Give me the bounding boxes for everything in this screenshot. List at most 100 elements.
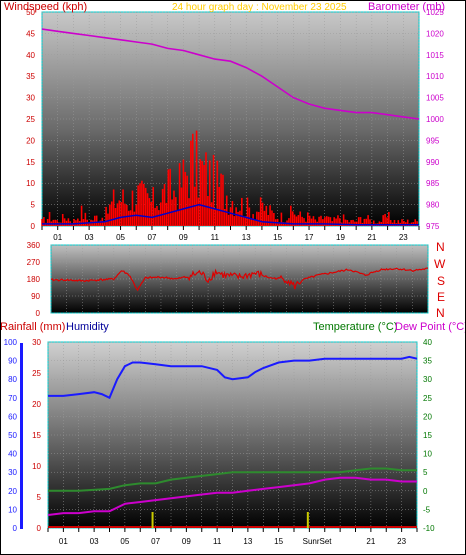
temperature-tick-label: 15 — [423, 431, 432, 440]
direction-tick-label: 0 — [36, 309, 41, 318]
humidity-line — [48, 355, 418, 400]
weather-x-tick-label: 15 — [274, 537, 283, 546]
dewpoint-line — [47, 476, 417, 516]
temperature-tick-label: 40 — [423, 338, 432, 347]
wind-tick-label: 35 — [26, 72, 35, 81]
wind-tick-label: 10 — [26, 179, 35, 188]
rain-tick-label: 25 — [32, 369, 41, 378]
baro-tick-label: 1015 — [426, 51, 444, 60]
wind-x-tick-label: 13 — [242, 233, 251, 242]
rain-tick-label: 30 — [32, 338, 41, 347]
dir-letter-n-top: N — [436, 240, 445, 254]
direction-tick-label: 90 — [31, 292, 40, 301]
wind-axis-title: Windspeed (kph) — [4, 1, 87, 13]
wind-x-tick-label: 01 — [53, 233, 62, 242]
humidity-tick-label: 80 — [8, 375, 17, 384]
baro-axis-title: Barometer (mb) — [368, 1, 445, 13]
wind-marks — [41, 28, 420, 226]
weather-x-tick-label: SunrSet — [303, 537, 333, 546]
rain-tick-label: 20 — [32, 400, 41, 409]
temperature-tick-label: 5 — [423, 468, 428, 477]
wind-x-tick-label: 21 — [367, 233, 376, 242]
wind-tick-label: 5 — [31, 201, 36, 210]
baro-tick-label: 1005 — [426, 94, 444, 103]
dewpoint-axis-title: Dew Point (°C) — [395, 321, 466, 333]
weather-grid: 0102030405060708090100051015202530-10-50… — [4, 338, 435, 546]
wind-tick-label: 45 — [26, 29, 35, 38]
wind-average-line — [42, 203, 419, 226]
temperature-tick-label: 0 — [423, 487, 428, 496]
weather-x-tick-label: 21 — [366, 537, 375, 546]
temperature-tick-label: -10 — [423, 524, 435, 533]
humidity-tick-label: 70 — [8, 394, 17, 403]
weather-x-tick-label: 07 — [151, 537, 160, 546]
rain-tick-label: 0 — [37, 524, 42, 533]
direction-tick-label: 270 — [27, 258, 41, 267]
humidity-tick-label: 50 — [8, 431, 17, 440]
chart-title: 24 hour graph day : November 23 2025 — [172, 2, 347, 13]
wind-x-tick-label: 11 — [211, 233, 220, 242]
wind-tick-label: 20 — [26, 136, 35, 145]
temperature-axis-title: Temperature (°C) — [313, 321, 397, 333]
wind-x-tick-label: 15 — [273, 233, 282, 242]
weather-x-tick-label: 23 — [397, 537, 406, 546]
baro-tick-label: 1010 — [426, 72, 444, 81]
wind-plot-area — [41, 11, 420, 227]
baro-tick-label: 1025 — [426, 8, 444, 17]
wind-x-tick-label: 23 — [399, 233, 408, 242]
wind-grid: 0510152025303540455097598098599099510001… — [26, 8, 444, 242]
baro-tick-label: 975 — [426, 222, 440, 231]
temperature-line — [48, 467, 417, 492]
wind-tick-label: 15 — [26, 158, 35, 167]
weather-marks — [47, 355, 418, 528]
humidity-tick-label: 60 — [8, 412, 17, 421]
humidity-tick-label: 90 — [8, 357, 17, 366]
humidity-tick-label: 40 — [8, 450, 17, 459]
humidity-tick-label: 0 — [13, 524, 18, 533]
dir-letter-n-bottom: N — [436, 306, 445, 320]
dir-letter-e: E — [437, 290, 445, 304]
wind-tick-label: 50 — [26, 8, 35, 17]
wind-x-tick-label: 09 — [179, 233, 188, 242]
wind-x-tick-label: 05 — [116, 233, 125, 242]
direction-tick-label: 360 — [27, 241, 41, 250]
wind-x-tick-label: 07 — [148, 233, 157, 242]
dir-letter-s: S — [437, 274, 445, 288]
rain-axis-title: Rainfall (mm) — [0, 321, 65, 333]
humidity-axis-bar — [20, 343, 23, 529]
humidity-tick-label: 100 — [4, 338, 18, 347]
wind-tick-label: 30 — [26, 94, 35, 103]
baro-tick-label: 995 — [426, 136, 440, 145]
baro-tick-label: 990 — [426, 158, 440, 167]
direction-marks — [50, 267, 428, 292]
temperature-tick-label: 25 — [423, 394, 432, 403]
baro-tick-label: 980 — [426, 201, 440, 210]
temperature-tick-label: 10 — [423, 450, 432, 459]
temperature-tick-label: 35 — [423, 357, 432, 366]
weather-x-tick-label: 03 — [90, 537, 99, 546]
wind-tick-label: 0 — [31, 222, 36, 231]
weather-x-tick-label: 01 — [59, 537, 68, 546]
humidity-tick-label: 30 — [8, 468, 17, 477]
humidity-tick-label: 10 — [8, 505, 17, 514]
baro-tick-label: 1000 — [426, 115, 444, 124]
temperature-tick-label: 30 — [423, 375, 432, 384]
weather-x-tick-label: 13 — [243, 537, 252, 546]
wind-tick-label: 25 — [26, 115, 35, 124]
wind-x-tick-label: 17 — [305, 233, 314, 242]
humidity-axis-title: Humidity — [66, 321, 109, 333]
rain-tick-label: 10 — [32, 462, 41, 471]
baro-tick-label: 985 — [426, 179, 440, 188]
wind-direction-line — [50, 267, 428, 292]
temperature-tick-label: -5 — [423, 505, 431, 514]
wind-tick-label: 40 — [26, 51, 35, 60]
direction-tick-label: 180 — [27, 275, 41, 284]
wind-x-tick-label: 19 — [336, 233, 345, 242]
rain-tick-label: 15 — [32, 431, 41, 440]
barometer-line — [41, 28, 420, 120]
temperature-tick-label: 20 — [423, 412, 432, 421]
weather-x-tick-label: 09 — [182, 537, 191, 546]
wind-x-tick-label: 03 — [85, 233, 94, 242]
weather-x-tick-label: 05 — [120, 537, 129, 546]
